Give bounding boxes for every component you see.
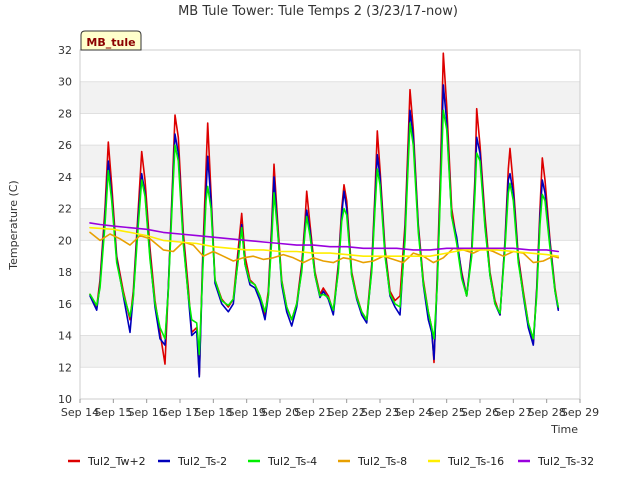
x-tick-label: Sep 18 <box>194 406 232 419</box>
plot-band <box>80 81 580 114</box>
series-line-tul2-ts-16 <box>89 226 560 257</box>
y-tick-label: 14 <box>58 330 72 343</box>
plot-band <box>80 335 580 368</box>
plot-band <box>80 272 580 304</box>
series-line-tul2-ts-4 <box>89 109 560 356</box>
x-tick-label: Sep 27 <box>494 406 532 419</box>
x-tick-label: Sep 20 <box>261 406 299 419</box>
y-tick-label: 26 <box>58 139 72 152</box>
series-lines <box>89 52 560 378</box>
plot-frame <box>79 49 581 400</box>
x-tick-label: Sep 14 <box>61 406 99 419</box>
y-tick-label: 10 <box>58 393 72 406</box>
legend-label: Tul2_Ts-2 <box>177 455 227 468</box>
x-tick-label: Sep 24 <box>394 406 432 419</box>
x-tick-label: Sep 21 <box>294 406 332 419</box>
x-tick-label: Sep 16 <box>128 406 166 419</box>
y-tick-label: 18 <box>58 266 72 279</box>
site-tag-label: MB_tule <box>86 36 135 49</box>
x-tick-label: Sep 29 <box>561 406 599 419</box>
y-tick-label: 28 <box>58 107 72 120</box>
x-tick-label: Sep 28 <box>528 406 566 419</box>
y-tick-label: 24 <box>58 171 72 184</box>
x-tick-label: Sep 22 <box>328 406 366 419</box>
plot-band <box>80 145 580 177</box>
y-tick-label: 32 <box>58 44 72 57</box>
x-tick-label: Sep 26 <box>461 406 499 419</box>
site-tag: MB_tule <box>80 30 142 51</box>
legend-label: Tul2_Ts-32 <box>537 455 594 468</box>
y-tick-label: 12 <box>58 361 72 374</box>
x-tick-label: Sep 25 <box>428 406 466 419</box>
x-axis-label: Time <box>550 423 578 436</box>
y-axis-ticks: 10 12 14 16 18 20 22 24 26 28 30 32 <box>58 44 72 406</box>
legend-label: Tul2_Tw+2 <box>87 455 146 468</box>
legend-label: Tul2_Ts-4 <box>267 455 317 468</box>
plot-band <box>80 208 580 241</box>
y-tick-label: 16 <box>58 298 72 311</box>
legend-label: Tul2_Ts-16 <box>447 455 504 468</box>
series-line-tul2-ts-32 <box>89 222 560 253</box>
y-tick-label: 30 <box>58 76 72 89</box>
x-tick-label: Sep 17 <box>161 406 199 419</box>
plot-bands <box>80 81 580 368</box>
chart-title: MB Tule Tower: Tule Temps 2 (3/23/17-now… <box>178 4 458 19</box>
site-tag-box <box>80 30 142 51</box>
y-tick-label: 20 <box>58 234 72 247</box>
x-tick-label: Sep 19 <box>228 406 266 419</box>
x-tick-label: Sep 23 <box>361 406 399 419</box>
y-tick-label: 22 <box>58 203 72 216</box>
legend: Tul2_Tw+2 Tul2_Ts-2 Tul2_Ts-4 Tul2_Ts-8 Tul2… <box>68 455 594 468</box>
legend-label: Tul2_Ts-8 <box>357 455 407 468</box>
x-tick-label: Sep 15 <box>94 406 132 419</box>
y-axis-label: Temperature (C) <box>7 180 20 270</box>
